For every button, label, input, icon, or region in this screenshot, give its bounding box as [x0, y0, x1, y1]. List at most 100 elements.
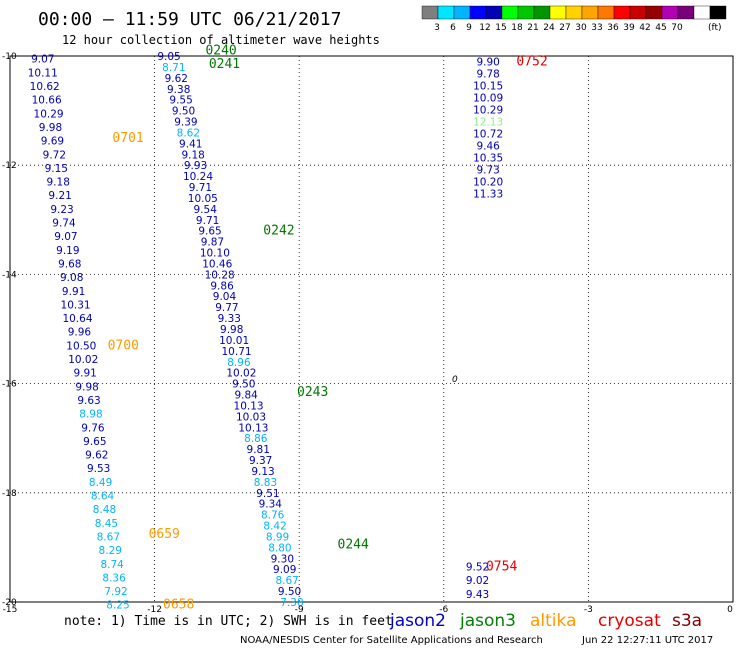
wave-height-value: 9.55 — [169, 95, 192, 107]
wave-height-value: 9.68 — [58, 258, 81, 270]
x-tick-label: -6 — [439, 605, 448, 615]
x-tick-label: -12 — [147, 605, 162, 615]
zero-marker: 0 — [452, 375, 458, 385]
colorbar-swatch — [581, 5, 599, 20]
wave-height-value: 10.13 — [234, 400, 264, 412]
wave-height-value: 9.78 — [476, 68, 499, 80]
wave-height-value: 7.92 — [104, 586, 127, 598]
pass-time-label: 0243 — [297, 385, 328, 400]
wave-height-value: 10.05 — [188, 193, 218, 205]
wave-height-value: 9.34 — [259, 499, 283, 511]
y-tick-label: -18 — [2, 489, 17, 499]
satellite-legend: jason2 jason3 altika cryosat s3a — [389, 611, 702, 631]
wave-height-value: 9.77 — [215, 302, 238, 314]
wave-height-value: 10.13 — [238, 422, 268, 434]
wave-height-value: 9.37 — [249, 455, 272, 467]
pass-time-label: 0658 — [163, 598, 194, 613]
wave-height-value: 9.02 — [466, 575, 489, 587]
wave-height-value: 9.62 — [165, 73, 188, 85]
wave-height-value: 9.50 — [172, 106, 195, 118]
wave-height-value: 10.24 — [183, 171, 213, 183]
wave-height-value: 10.31 — [61, 299, 91, 311]
wave-height-value: 9.71 — [189, 182, 212, 194]
wave-height-value: 11.33 — [473, 189, 503, 201]
wave-height-value: 10.64 — [62, 313, 92, 325]
colorbar-swatch — [565, 5, 583, 20]
pass-time-label: 0754 — [486, 560, 517, 575]
colorbar-tick-label: 9 — [466, 23, 472, 33]
colorbar-swatch — [517, 5, 535, 20]
wave-height-value: 8.29 — [99, 545, 122, 557]
legend-entry: cryosat — [598, 611, 661, 631]
wave-height-value: 9.98 — [75, 381, 98, 393]
wave-height-value: 10.09 — [473, 92, 503, 104]
colorbar-tick-label: 24 — [543, 23, 555, 33]
colorbar-tick-label: 39 — [623, 23, 635, 33]
wave-height-value: 9.73 — [476, 165, 499, 177]
wave-height-value: 8.76 — [261, 510, 285, 522]
wave-height-value: 8.67 — [275, 575, 298, 587]
legend-entry: jason2 — [389, 611, 446, 631]
wave-height-value: 9.18 — [181, 149, 204, 161]
colorbar-swatch — [677, 5, 695, 20]
y-tick-label: -10 — [2, 52, 17, 62]
wave-height-value: 9.76 — [81, 422, 105, 434]
wave-height-value: 9.98 — [220, 324, 243, 336]
wave-height-value: 9.65 — [83, 436, 106, 448]
wave-height-value: 10.50 — [66, 340, 96, 352]
wave-height-value: 8.48 — [93, 504, 116, 516]
footer-timestamp: Jun 22 12:27:11 UTC 2017 — [581, 635, 713, 646]
pass-time-label: 0244 — [338, 538, 369, 553]
wave-height-value: 9.65 — [198, 226, 221, 238]
wave-height-value: 8.74 — [100, 559, 124, 571]
colorbar-swatch — [661, 5, 679, 20]
colorbar-swatch — [421, 5, 439, 20]
wave-height-value: 9.54 — [194, 204, 218, 216]
wave-height-value: 9.21 — [48, 190, 71, 202]
wave-height-value: 9.46 — [476, 141, 500, 153]
wave-height-value: 9.96 — [68, 327, 92, 339]
x-tick-label: 0 — [727, 605, 733, 615]
wave-height-value: 9.91 — [73, 368, 96, 380]
wave-height-value: 9.23 — [50, 204, 73, 216]
wave-height-value: 8.67 — [97, 531, 120, 543]
colorbar-swatch — [629, 5, 647, 20]
wave-height-value: 9.07 — [54, 231, 77, 243]
y-axis-ticks: -10 -12 -14 -16 -18 -20 — [2, 52, 17, 608]
colorbar-swatch — [469, 5, 487, 20]
wave-height-value: 9.51 — [256, 488, 279, 500]
wave-height-value: 9.33 — [218, 313, 241, 325]
wave-height-value: 10.03 — [236, 411, 266, 423]
pass-time-label: 0241 — [209, 57, 240, 72]
colorbar-swatch — [613, 5, 631, 20]
wave-height-value: 8.45 — [95, 518, 118, 530]
colorbar-tick-label: 45 — [655, 23, 666, 33]
y-tick-label: -20 — [2, 598, 17, 608]
wave-height-value: 9.86 — [210, 280, 234, 292]
x-tick-label: -15 — [3, 605, 18, 615]
wave-height-value: 9.84 — [234, 390, 258, 402]
pass-time-label: 0752 — [516, 54, 547, 69]
wave-height-value: 10.01 — [219, 335, 249, 347]
colorbar-swatch — [437, 5, 455, 20]
x-axis-ticks: -15 -12 -9 -6 -3 0 — [3, 605, 733, 615]
wave-height-value: 9.38 — [167, 84, 190, 96]
wave-height-value: 9.72 — [43, 149, 66, 161]
wave-height-value: 8.83 — [254, 477, 277, 489]
wave-height-value: 10.28 — [205, 269, 235, 281]
wave-height-value: 10.71 — [222, 346, 252, 358]
wave-height-value: 9.62 — [85, 450, 108, 462]
wave-height-value: 9.04 — [213, 291, 237, 303]
wave-height-value: 9.15 — [45, 163, 68, 175]
pass-time-label: 0242 — [263, 224, 294, 239]
colorbar-swatch — [709, 5, 727, 20]
legend-entry: altika — [530, 611, 577, 631]
wave-height-value: 10.10 — [200, 248, 230, 260]
pass-time-label: 0240 — [205, 44, 236, 59]
wave-height-value: 9.91 — [62, 286, 85, 298]
colorbar-swatch — [645, 5, 663, 20]
wave-height-value: 10.11 — [28, 67, 58, 79]
page-title: 00:00 – 11:59 UTC 06/21/2017 — [38, 9, 341, 30]
pass-time-label: 0659 — [149, 527, 180, 542]
